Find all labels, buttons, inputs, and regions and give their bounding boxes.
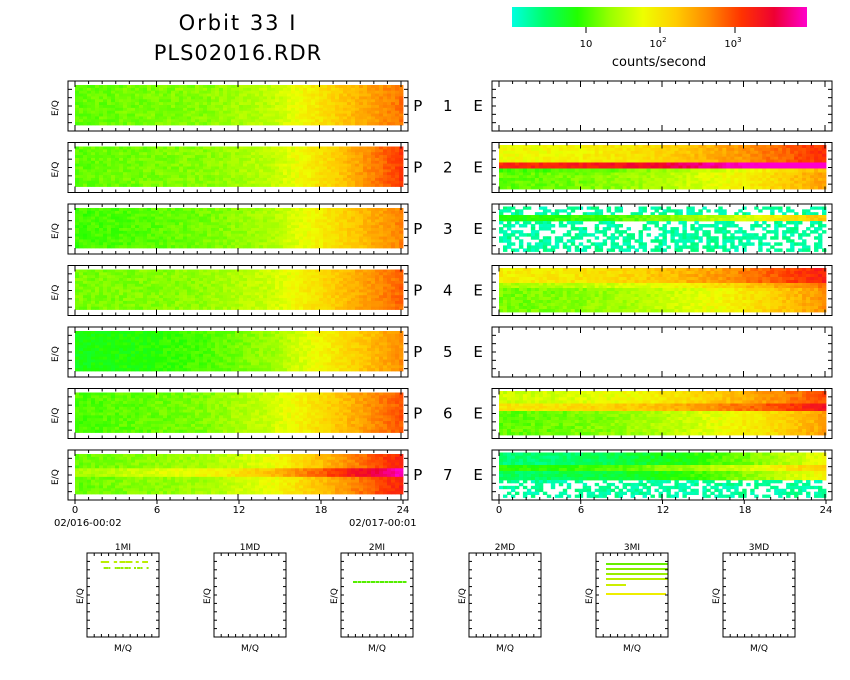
small-panel-frame [86,552,160,638]
p-axis-tick-labels: 0 6 12 18 24 02/016-00:02 02/017-00:01 [54,505,417,529]
p-heatmap-3 [75,208,404,249]
panel-label-3: P 3 E [413,220,491,238]
p-heatmap-4 [75,269,404,310]
figure-title-line2: PLS02016.RDR [154,41,323,65]
panel-label-6: P 6 E [413,405,491,423]
p-heatmap-2 [75,146,404,187]
e-axis-tick-labels: 0 6 12 18 24 [496,505,833,516]
panel-row-1: E/Q P 1 E [51,80,833,132]
panel-row-5: E/Q P 5 E [51,326,833,378]
small-panel-ylabel: E/Q [76,588,86,604]
panel-row-6: E/Q P 6 E [51,388,833,439]
time-end-label: 02/017-00:01 [349,518,417,529]
panel-label-2: P 2 E [413,159,491,177]
panel-row-7: E/Q P 7 E [51,449,833,501]
e-x-tick-6: 6 [578,505,584,516]
small-panel-1md: 1MD M/Q E/Q [203,543,287,654]
e-heatmap-2 [499,145,827,190]
small-panel-2md: 2MD M/Q E/Q [458,543,542,654]
p-ylabel-7: E/Q [51,469,61,485]
small-panel-xlabel: M/Q [114,644,132,654]
small-panel-3md: 3MD M/Q E/Q [712,543,796,654]
panel-row-2: E/Q P 2 E [51,142,833,193]
colorbar-tick-label-3: 103 [724,36,741,50]
small-panel-1mi: 1MI M/Q E/Q [76,543,160,654]
e-heatmap-7 [499,452,827,498]
small-panel-ylabel: E/Q [585,588,595,604]
e-heatmap-3 [499,206,827,252]
e-panel-frame-5 [491,326,833,378]
small-panel-xlabel: M/Q [368,644,386,654]
panel-row-4: E/Q P 4 E [51,265,833,316]
e-x-tick-0: 0 [496,505,502,516]
e-panel-frame-1 [491,80,833,132]
small-panel-frame [213,552,287,638]
panels-group: E/Q P 1 E E/Q P 2 E E/Q P 3 E E/Q P 4 E E/Q P 5 E… [51,80,833,504]
figure-title-line1: Orbit 33 I [179,11,298,35]
p-x-tick-18: 18 [315,505,328,516]
colorbar-tick-label-2: 102 [649,36,666,50]
p-ylabel-3: E/Q [51,223,61,239]
p-x-tick-12: 12 [233,505,246,516]
small-panel-title: 2MD [495,543,515,553]
panel-row-3: E/Q P 3 E [51,203,833,255]
small-panel-title: 3MD [749,543,769,553]
colorbar: 10 102 103 counts/second [512,7,807,70]
small-panel-xlabel: M/Q [496,644,514,654]
small-panel-ylabel: E/Q [712,588,722,604]
small-panel-frame [340,552,414,638]
p-x-tick-0: 0 [72,505,78,516]
small-panel-title: 1MD [240,543,260,553]
small-panel-ylabel: E/Q [330,588,340,604]
e-heatmap-6 [499,391,827,436]
small-panel-title: 1MI [115,543,131,553]
p-ylabel-2: E/Q [51,162,61,178]
colorbar-tick-label-1: 10 [580,39,593,50]
small-panel-ylabel: E/Q [458,588,468,604]
e-x-axis-ticks [498,500,827,504]
p-ylabel-1: E/Q [51,100,61,116]
e-x-tick-12: 12 [657,505,670,516]
small-panels-group: 1MI M/Q E/Q 1MD M/Q E/Q 2MI M/Q E/Q 2MD M/Q E/Q 3MI M… [76,543,796,654]
colorbar-ticks: 10 102 103 [580,27,742,50]
e-x-tick-24: 24 [820,505,833,516]
panel-label-5: P 5 E [413,343,491,361]
small-panel-ylabel: E/Q [203,588,213,604]
colorbar-gradient [512,7,807,27]
panel-label-7: P 7 E [413,466,491,484]
small-panel-title: 3MI [624,543,640,553]
e-x-tick-18: 18 [739,505,752,516]
small-panel-2mi: 2MI M/Q E/Q [330,543,414,654]
small-panel-xlabel: M/Q [750,644,768,654]
p-heatmap-1 [75,85,404,126]
p-ylabel-5: E/Q [51,346,61,362]
small-panel-frame [468,552,542,638]
small-panel-3mi: 3MI M/Q E/Q [585,543,669,654]
p-heatmap-5 [75,331,404,372]
e-heatmap-4 [499,268,827,313]
small-panel-title: 2MI [369,543,385,553]
p-x-tick-24: 24 [397,505,410,516]
small-panel-xlabel: M/Q [623,644,641,654]
small-panel-xlabel: M/Q [241,644,259,654]
p-heatmap-7 [75,454,404,495]
p-heatmap-6 [75,392,404,433]
p-x-tick-6: 6 [154,505,160,516]
p-x-axis-ticks [74,500,404,504]
small-panel-frame [722,552,796,638]
panel-label-4: P 4 E [413,282,491,300]
panel-label-1: P 1 E [413,97,491,115]
p-ylabel-6: E/Q [51,408,61,424]
time-start-label: 02/016-00:02 [54,518,122,529]
colorbar-unit-label: counts/second [612,55,706,70]
p-ylabel-4: E/Q [51,285,61,301]
